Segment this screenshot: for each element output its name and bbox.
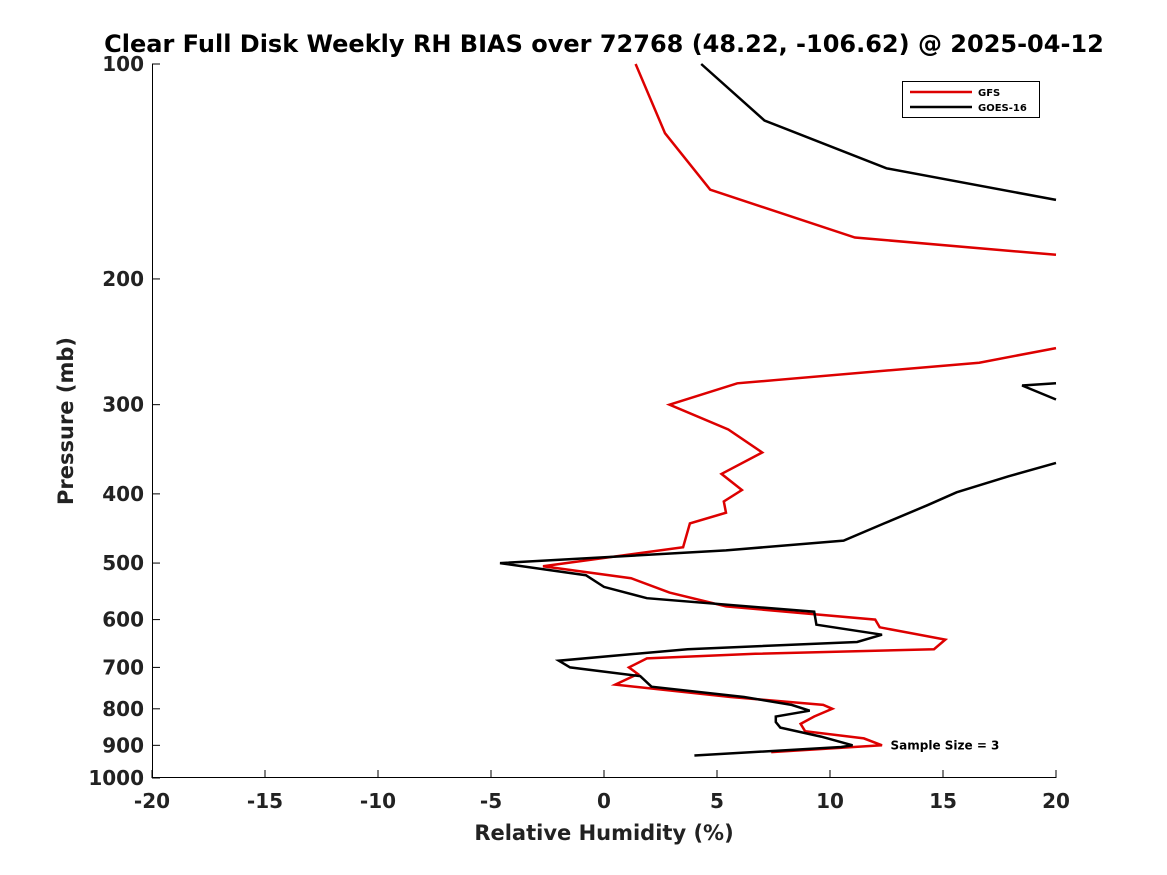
xtick-label-20: 20 [1042,789,1070,813]
ytick-label-900: 900 [102,733,144,757]
legend-box [902,81,1040,118]
xtick-label--5: -5 [480,789,502,813]
xtick-label-10: 10 [816,789,844,813]
ytick-label-300: 300 [102,393,144,417]
series-gfs-segment-1 [542,346,1057,754]
xtick-label-0: 0 [597,789,611,813]
series-goes16-segment-1 [1021,382,1057,401]
ytick-label-600: 600 [102,608,144,632]
x-axis-label: Relative Humidity (%) [474,821,733,845]
ytick-label-100: 100 [102,52,144,76]
sample-size-annotation: Sample Size = 3 [891,738,1000,752]
series-goes16-segment-2 [499,461,1057,757]
series-gfs-segment-0 [634,63,1057,257]
xtick-label--15: -15 [247,789,283,813]
y-axis-label: Pressure (mb) [54,337,78,505]
ytick-label-200: 200 [102,267,144,291]
ytick-label-500: 500 [102,551,144,575]
legend-label-gfs: GFS [978,88,1000,99]
ytick-label-1000: 1000 [88,766,144,790]
xtick-label-5: 5 [710,789,724,813]
series-goes16-segment-0 [700,63,1057,202]
ytick-label-800: 800 [102,697,144,721]
legend-label-goes16: GOES-16 [978,103,1027,114]
chart-title: Clear Full Disk Weekly RH BIAS over 7276… [104,30,1104,58]
xtick-label--10: -10 [360,789,396,813]
series-layer [499,63,1057,757]
xtick-label-15: 15 [929,789,957,813]
legend: GFS GOES-16 [902,81,1040,118]
plot-area [152,64,1056,778]
y-ticks: 100 200 300 400 500 600 700 800 900 1000 [88,52,160,790]
xtick-label--20: -20 [134,789,170,813]
x-ticks: -20 -15 -10 -5 0 5 10 15 20 [134,770,1070,813]
ytick-label-700: 700 [102,655,144,679]
ytick-label-400: 400 [102,482,144,506]
